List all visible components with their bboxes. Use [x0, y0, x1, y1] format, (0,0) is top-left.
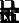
Text: 99.4%: 99.4% [16, 6, 19, 23]
Text: 1.7%: 1.7% [6, 0, 19, 13]
Text: FIG. 3B: FIG. 3B [0, 11, 19, 23]
Text: FIG. 3A: FIG. 3A [0, 11, 19, 23]
Text: 96.1%: 96.1% [6, 6, 19, 23]
Text: 7.5%: 7.5% [16, 0, 19, 13]
